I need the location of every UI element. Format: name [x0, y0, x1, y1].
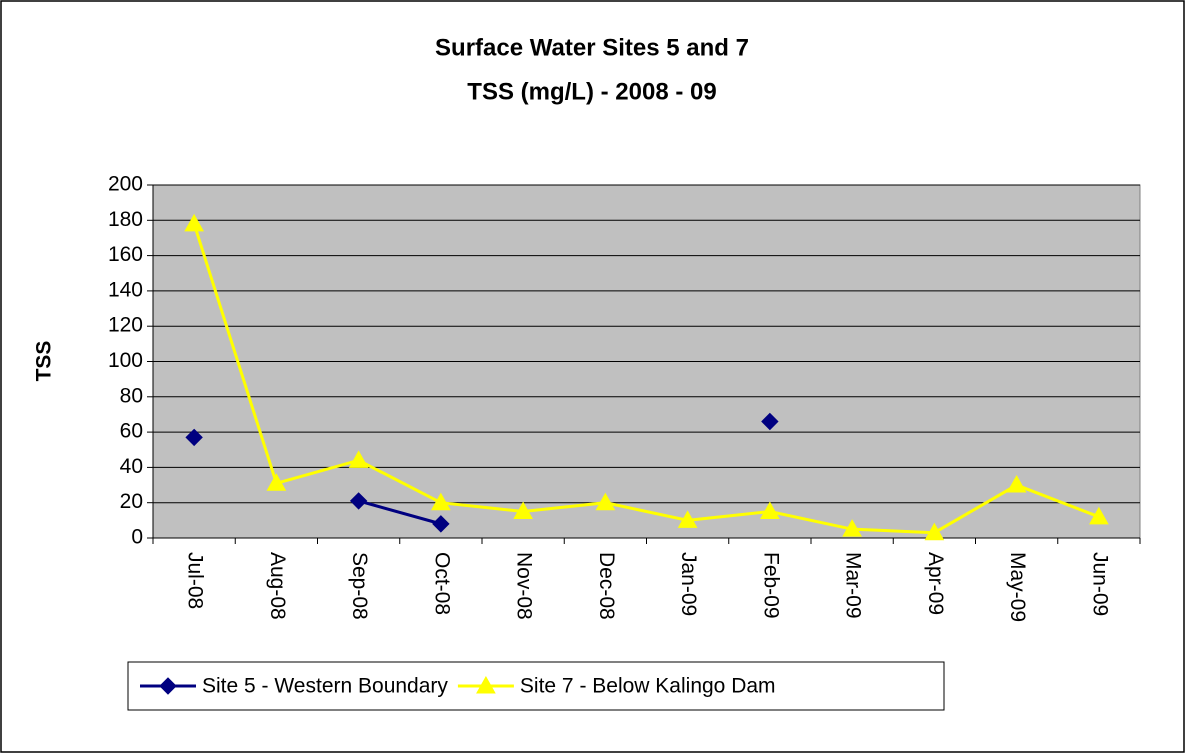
marker — [266, 473, 287, 491]
marker — [432, 515, 450, 533]
marker — [349, 492, 368, 510]
marker — [760, 501, 780, 520]
legend — [127, 661, 945, 711]
marker — [924, 522, 945, 541]
x-tick-label: Mar-09 — [842, 552, 865, 619]
series-line — [192, 223, 1100, 535]
chart-subtitle: TSS (mg/L) - 2008 - 09 — [467, 78, 716, 105]
y-axis-label: TSS — [33, 341, 56, 382]
x-tick-label: May-09 — [1006, 552, 1029, 622]
marker — [431, 492, 451, 511]
legend-label: Site 7 - Below Kalingo Dam — [520, 675, 776, 698]
y-tick-label: 180 — [108, 208, 143, 231]
chart-title: Surface Water Sites 5 and 7 — [435, 34, 749, 61]
marker — [348, 450, 369, 468]
y-tick-label: 100 — [108, 349, 143, 372]
x-tick-label: Feb-09 — [759, 552, 782, 619]
x-tick-label: Sep-08 — [348, 552, 371, 620]
y-tick-label: 120 — [108, 314, 143, 337]
x-tick-label: Nov-08 — [513, 552, 536, 620]
x-tick-label: Jan-09 — [677, 552, 700, 616]
x-tick-label: Aug-08 — [266, 552, 289, 620]
marker — [185, 428, 203, 447]
marker — [476, 675, 496, 694]
y-tick-label: 140 — [108, 278, 143, 301]
x-tick-label: Jul-08 — [184, 552, 207, 609]
y-tick-label: 200 — [108, 173, 143, 196]
marker — [842, 519, 862, 537]
y-tick-label: 160 — [108, 243, 143, 266]
marker — [1089, 506, 1109, 525]
y-tick-label: 80 — [120, 384, 143, 407]
x-tick-label: Apr-09 — [924, 552, 947, 615]
marker — [513, 501, 533, 520]
marker — [159, 677, 177, 695]
marker — [1006, 475, 1027, 493]
y-tick-label: 0 — [131, 526, 143, 549]
marker — [595, 492, 616, 511]
x-tick-label: Jun-09 — [1088, 552, 1111, 616]
y-tick-label: 20 — [120, 490, 143, 513]
marker — [677, 510, 698, 528]
marker — [184, 213, 204, 232]
legend-label: Site 5 - Western Boundary — [202, 675, 448, 698]
x-tick-label: Oct-08 — [430, 552, 453, 615]
x-tick-label: Dec-08 — [595, 552, 618, 620]
y-tick-label: 60 — [120, 420, 143, 443]
marker — [761, 412, 779, 431]
y-tick-label: 40 — [120, 455, 143, 478]
